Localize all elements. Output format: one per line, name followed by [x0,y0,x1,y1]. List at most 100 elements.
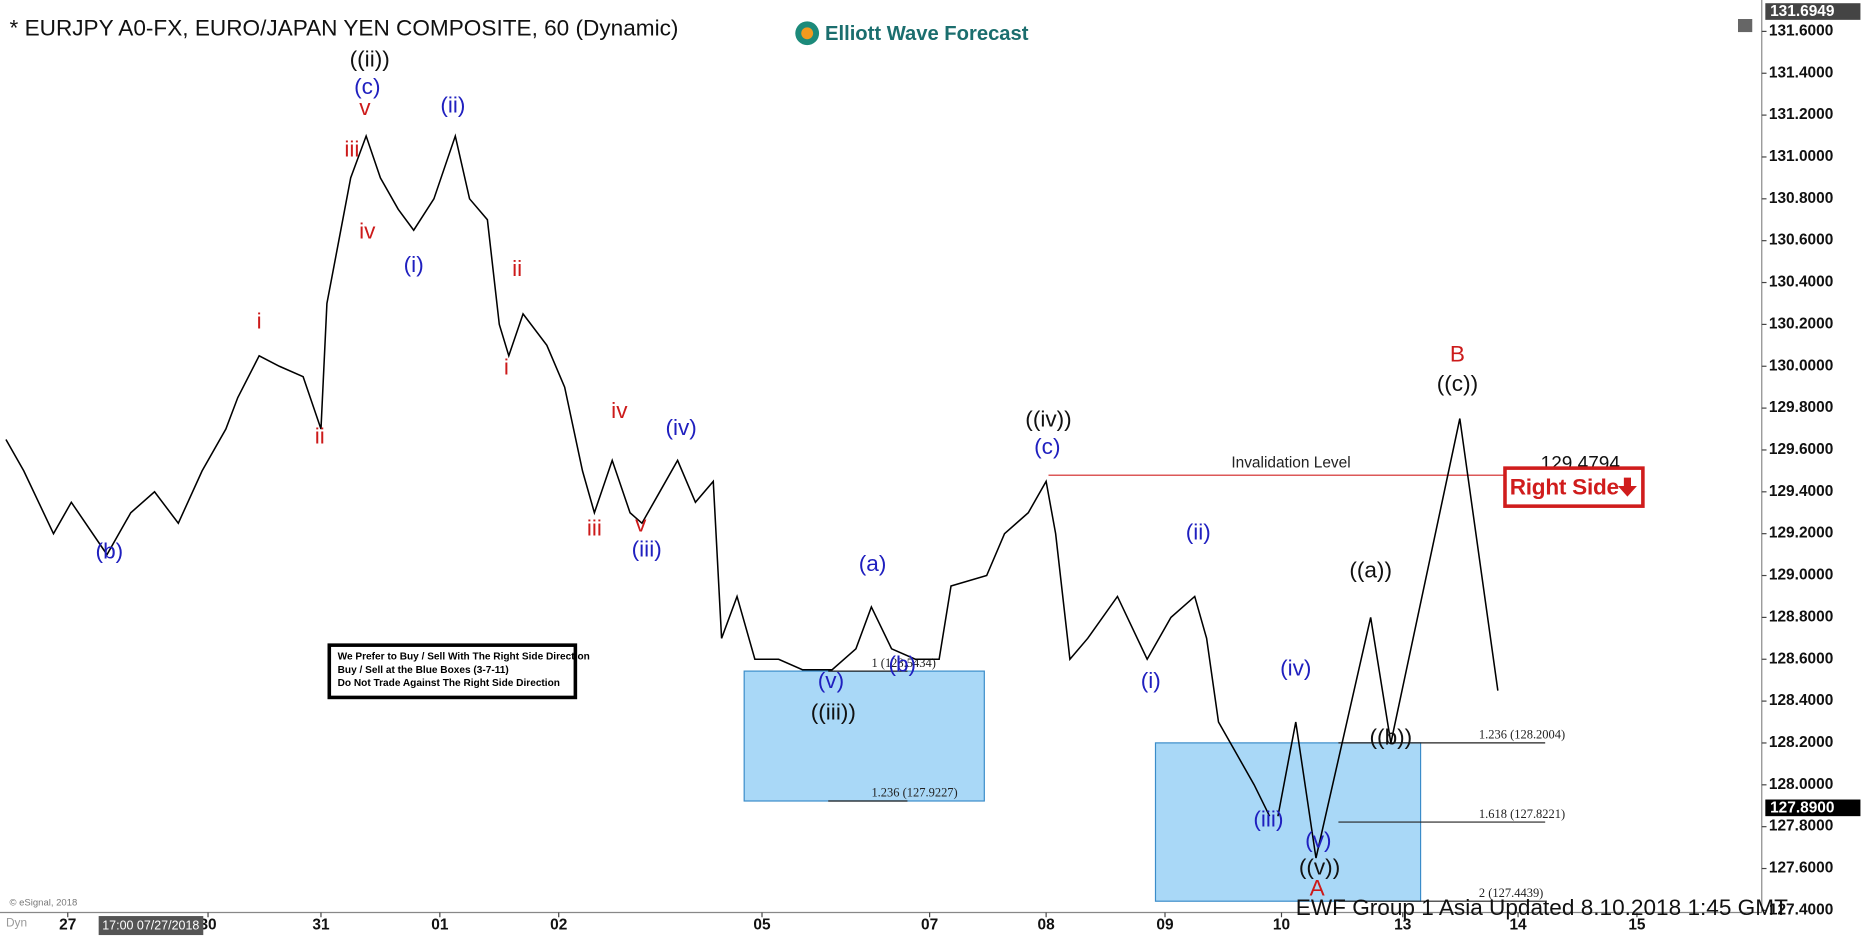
wave-label: ((v)) [1299,855,1340,880]
y-tick-label: 130.2000 [1769,315,1833,332]
wave-label: ((ii)) [350,47,390,72]
x-tick-label: 10 [1273,917,1290,934]
price-marker-label: 127.8900 [1770,800,1834,817]
x-tick-label: 14 [1509,917,1527,934]
window-icon [1737,19,1753,33]
wave-label: (iv) [665,415,696,440]
y-tick-label: 128.0000 [1769,776,1833,793]
zones: 1 (128.5434)1.236 (127.9227)1.236 (128.2… [743,656,1565,902]
y-tick-label: 130.0000 [1769,357,1833,374]
wave-label: B [1450,342,1465,367]
price-marker-box [1765,3,1861,20]
y-tick-label: 131.6000 [1769,22,1833,39]
y-tick-label: 128.4000 [1769,692,1833,709]
x-tick-label: 08 [1038,917,1056,934]
wave-label: (c) [354,74,380,99]
wave-label: (iv) [1280,656,1311,681]
cursor-label: 17:00 07/27/2018 [102,918,199,932]
note-line: We Prefer to Buy / Sell With The Right S… [338,652,590,663]
price-marker-box [1765,799,1861,817]
wave-label: (v) [1305,827,1331,852]
logo-icon-inner [801,27,814,40]
wave-label: (ii) [440,93,465,118]
brand-name: Elliott Wave Forecast [825,23,1029,45]
x-tick-label: 07 [921,917,938,934]
wave-label: i [257,308,262,333]
wave-label: ((a)) [1349,557,1392,582]
note-box: We Prefer to Buy / Sell With The Right S… [327,643,590,700]
invalidation-label: Invalidation Level [1231,454,1350,471]
wave-label: ii [315,423,325,448]
wave-label: ii [512,256,522,281]
fib-label: 1.618 (127.8221) [1479,807,1565,821]
x-tick-label: 09 [1156,917,1174,934]
copyright: © eSignal, 2018 [10,897,78,908]
y-tick-label: 130.8000 [1769,190,1833,207]
x-tick-label: 27 [59,917,76,934]
y-tick-label: 131.2000 [1769,106,1833,123]
y-tick-label: 129.6000 [1769,441,1833,458]
x-tick-label: 02 [550,917,567,934]
badge-arrow [1617,477,1637,497]
y-tick-label: 130.4000 [1769,274,1833,291]
y-tick-label: 129.0000 [1769,567,1833,584]
footer: EWF Group 1 Asia Updated 8.10.2018 1:45 … [1296,895,1788,920]
wave-label: ((iv)) [1025,407,1071,432]
wave-label: iii [344,137,359,162]
price-line [5,133,1271,817]
corner-label: Dyn [6,915,27,929]
wave-label: (i) [1141,668,1161,693]
wave-label: iv [359,218,376,243]
y-tick-label: 128.6000 [1769,650,1833,667]
y-tick-label: 129.8000 [1769,399,1833,416]
x-tick-label: 01 [431,917,449,934]
note-line: Do Not Trade Against The Right Side Dire… [338,678,560,689]
price-marker-label: 131.6949 [1770,3,1835,20]
axes: 127.4000 127.6000 127.8000 128.0000 128.2000… [59,3,1861,934]
cursor-box [98,916,204,936]
wave-label: (v) [818,668,844,693]
y-tick-label: 131.4000 [1769,64,1833,81]
wave-label: (iii) [632,536,662,561]
price-line [1277,418,1499,859]
wave-label: (i) [404,252,424,277]
target-zone [743,670,985,802]
wave-label: (c) [1034,434,1060,459]
x-tick-label: 13 [1394,917,1412,934]
wave-label: i [504,354,509,379]
wave-label: (b) [96,538,124,563]
fib-label: 1.236 (127.9227) [871,786,957,800]
y-tick-label: 128.2000 [1769,734,1833,751]
wave-label: (ii) [1186,520,1211,545]
y-tick-label: 129.4000 [1769,483,1833,500]
right-side-badge: Right Side [1503,466,1645,508]
note-line: Buy / Sell at the Blue Boxes (3-7-11) [338,665,509,676]
badge-text: Right Side [1510,474,1619,499]
wave-label: iii [587,515,602,540]
wave-label: (b) [888,652,916,677]
wave-label: v [359,95,371,120]
y-tick-label: 128.8000 [1769,608,1833,625]
chart-title: * EURJPY A0-FX, EURO/JAPAN YEN COMPOSITE… [10,16,679,41]
brand-logo: Elliott Wave Forecast [795,21,1029,46]
y-tick-label: 130.6000 [1769,232,1833,249]
x-tick-label: 15 [1628,917,1646,934]
wave-label: v [635,511,647,536]
wave-label: (iii) [1253,806,1283,831]
wave-label: ((iii)) [811,700,856,725]
x-tick-label: 31 [312,917,330,934]
wave-label: (a) [859,551,887,576]
fib-label: 2 (127.4439) [1479,886,1543,900]
wave-label: A [1310,875,1326,900]
x-tick-label: 30 [199,917,216,934]
wave-label: ((b)) [1370,725,1413,750]
wave-label: ((c)) [1437,371,1478,396]
x-tick-label: 05 [753,917,771,934]
y-tick-label: 127.6000 [1769,860,1833,877]
y-tick-label: 127.8000 [1769,818,1833,835]
y-tick-label: 129.2000 [1769,525,1833,542]
fib-label: 1.236 (128.2004) [1479,728,1565,742]
wave-label: iv [611,398,628,423]
y-tick-label: 131.0000 [1769,148,1833,165]
